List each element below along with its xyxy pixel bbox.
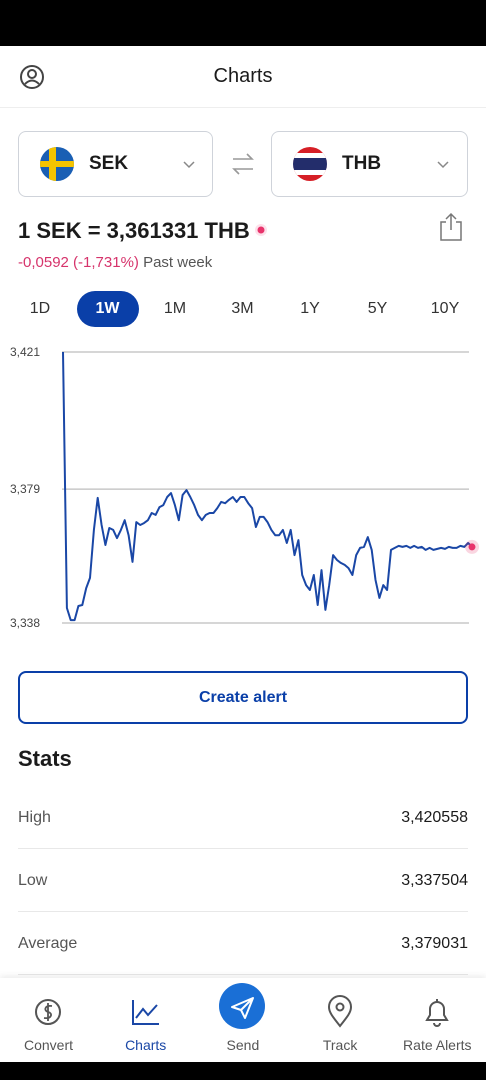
stat-row: High 3,420558 <box>18 785 468 849</box>
chart: 3,338 3,379 3,421 <box>10 345 479 630</box>
rate-text: 1 SEK = 3,361331 THB <box>18 218 250 243</box>
nav-label: Rate Alerts <box>403 1037 472 1053</box>
y-tick-label: 3,379 <box>10 482 40 496</box>
stat-label: High <box>18 809 51 826</box>
chevron <box>437 161 449 169</box>
chevron <box>183 161 195 169</box>
stat-row: Average 3,379031 <box>18 911 468 975</box>
nav-label: Charts <box>125 1037 167 1053</box>
range-tab[interactable]: 1Y <box>300 300 320 317</box>
nav-item[interactable]: Charts <box>97 996 194 1056</box>
nav-icon <box>219 983 266 1029</box>
currency-code: THB <box>342 153 382 174</box>
period: Past week <box>143 254 213 271</box>
range-tab[interactable]: 5Y <box>367 300 388 317</box>
last-point <box>468 543 476 551</box>
from-currency[interactable]: SEK <box>18 131 213 197</box>
nav-item[interactable]: Track <box>292 995 389 1056</box>
rate-change: -0,0592 (-1,731%) <box>18 254 139 271</box>
range-tab[interactable]: 1D <box>29 300 51 317</box>
nav-icon <box>425 999 449 1027</box>
nav-icon <box>132 1000 160 1025</box>
nav-icon <box>35 999 61 1025</box>
nav-label: Track <box>322 1037 358 1053</box>
nav-item[interactable]: Rate Alerts <box>389 996 486 1056</box>
swap-icon[interactable] <box>230 151 256 177</box>
currency-code: SEK <box>89 153 129 174</box>
stat-row: Low 3,337504 <box>18 848 468 912</box>
range-tab[interactable]: 3M <box>231 300 254 317</box>
nav-icon <box>327 995 352 1028</box>
live-dot <box>255 224 267 236</box>
header: Charts <box>0 46 486 108</box>
create-alert-button[interactable]: Create alert <box>18 671 468 724</box>
stat-value: 3,420558 <box>401 809 468 826</box>
profile-icon[interactable] <box>19 64 45 90</box>
stat-value: 3,337504 <box>401 872 468 889</box>
y-tick-label: 3,338 <box>10 616 40 630</box>
header-title: Charts <box>213 65 273 87</box>
price-line <box>62 351 473 622</box>
range-tab[interactable]: 1W <box>76 291 139 327</box>
flag <box>40 147 74 181</box>
range-tab[interactable]: 10Y <box>430 300 460 317</box>
stat-label: Low <box>18 872 48 889</box>
stats-title: Stats <box>18 746 72 771</box>
nav-item[interactable]: Convert <box>0 996 97 1056</box>
system-bar <box>0 1062 486 1080</box>
nav-label: Send <box>226 1037 260 1053</box>
rate-change-line: -0,0592 (-1,731%) Past week <box>18 254 212 271</box>
to-currency[interactable]: THB <box>271 131 468 197</box>
nav-item[interactable]: Send <box>194 983 291 1056</box>
y-tick-label: 3,421 <box>10 345 40 359</box>
stat-value: 3,379031 <box>401 935 468 952</box>
range-tab[interactable]: 1M <box>163 300 187 317</box>
nav-label: Convert <box>23 1037 74 1053</box>
flag <box>293 147 327 181</box>
status-bar <box>0 0 486 46</box>
stat-label: Average <box>18 935 78 952</box>
share-icon[interactable] <box>438 212 464 242</box>
